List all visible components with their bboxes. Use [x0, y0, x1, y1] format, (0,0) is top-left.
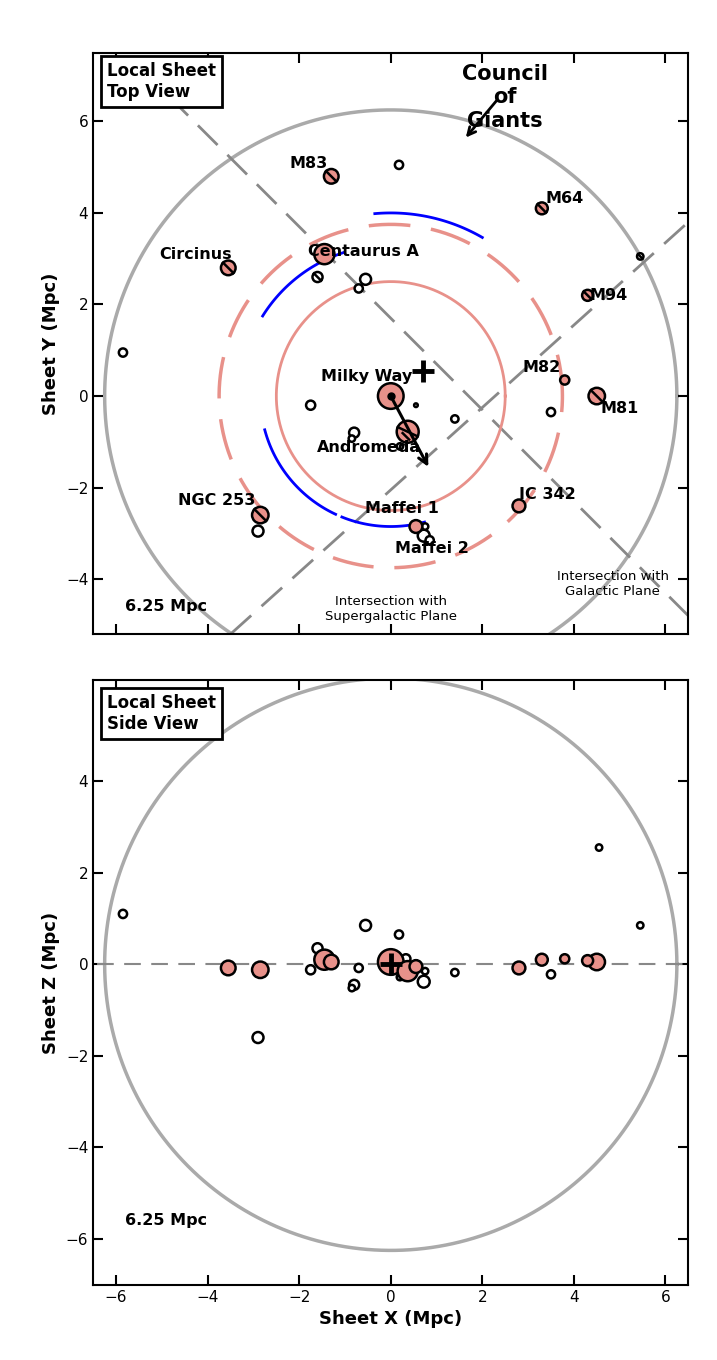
- Circle shape: [252, 962, 269, 978]
- Text: Maffei 2: Maffei 2: [395, 541, 469, 556]
- Circle shape: [306, 401, 315, 409]
- Circle shape: [414, 960, 418, 964]
- Circle shape: [513, 962, 526, 974]
- Circle shape: [547, 408, 555, 416]
- X-axis label: Sheet X (Mpc): Sheet X (Mpc): [319, 1310, 462, 1329]
- Text: M82: M82: [523, 359, 561, 375]
- Circle shape: [536, 203, 548, 215]
- Circle shape: [349, 427, 359, 438]
- Circle shape: [313, 944, 323, 953]
- Circle shape: [536, 953, 548, 966]
- Circle shape: [637, 922, 643, 929]
- Circle shape: [252, 1032, 264, 1043]
- Text: Local Sheet
Side View: Local Sheet Side View: [107, 694, 216, 733]
- Circle shape: [324, 169, 338, 184]
- Text: M81: M81: [601, 401, 639, 416]
- Circle shape: [252, 507, 269, 524]
- Circle shape: [637, 253, 643, 260]
- Circle shape: [397, 443, 403, 450]
- Text: 6.25 Mpc: 6.25 Mpc: [125, 1213, 207, 1228]
- Circle shape: [360, 919, 371, 930]
- Circle shape: [426, 536, 434, 544]
- Circle shape: [313, 272, 323, 282]
- Circle shape: [402, 955, 410, 963]
- Circle shape: [378, 384, 404, 409]
- Circle shape: [409, 520, 422, 533]
- Circle shape: [451, 415, 458, 423]
- Circle shape: [324, 955, 338, 970]
- Y-axis label: Sheet Y (Mpc): Sheet Y (Mpc): [42, 272, 60, 415]
- Text: Centaurus A: Centaurus A: [308, 245, 419, 260]
- Circle shape: [252, 525, 264, 537]
- Circle shape: [422, 968, 428, 974]
- Circle shape: [513, 499, 526, 513]
- Circle shape: [402, 431, 410, 441]
- Circle shape: [451, 968, 458, 976]
- Circle shape: [306, 966, 315, 974]
- Text: NGC 253: NGC 253: [178, 492, 255, 507]
- Y-axis label: Sheet Z (Mpc): Sheet Z (Mpc): [42, 911, 60, 1054]
- Circle shape: [348, 435, 355, 442]
- Circle shape: [418, 975, 429, 987]
- Circle shape: [418, 529, 429, 541]
- Text: M94: M94: [589, 288, 627, 303]
- Text: Maffei 1: Maffei 1: [365, 500, 439, 515]
- Circle shape: [348, 985, 355, 991]
- Circle shape: [314, 243, 334, 264]
- Text: M83: M83: [289, 156, 328, 171]
- Circle shape: [119, 348, 127, 356]
- Circle shape: [589, 388, 605, 404]
- Text: IC 342: IC 342: [519, 487, 576, 502]
- Text: 6.25 Mpc: 6.25 Mpc: [125, 600, 207, 615]
- Circle shape: [221, 261, 236, 275]
- Circle shape: [560, 955, 569, 963]
- Circle shape: [355, 284, 363, 292]
- Circle shape: [547, 970, 555, 978]
- Circle shape: [378, 949, 404, 975]
- Circle shape: [349, 979, 359, 990]
- Text: M64: M64: [546, 190, 584, 205]
- Circle shape: [560, 375, 569, 385]
- Text: Council
of
Giants: Council of Giants: [462, 64, 549, 131]
- Circle shape: [119, 910, 127, 918]
- Circle shape: [409, 960, 422, 972]
- Text: Milky Way: Milky Way: [321, 370, 412, 385]
- Circle shape: [395, 930, 403, 938]
- Circle shape: [395, 160, 403, 169]
- Text: Circinus: Circinus: [159, 246, 232, 261]
- Text: Intersection with
Galactic Plane: Intersection with Galactic Plane: [557, 570, 669, 598]
- Circle shape: [360, 273, 371, 284]
- Text: Intersection with
Supergalactic Plane: Intersection with Supergalactic Plane: [325, 594, 457, 623]
- Circle shape: [221, 960, 236, 975]
- Text: Local Sheet
Top View: Local Sheet Top View: [107, 61, 216, 101]
- Circle shape: [589, 953, 605, 970]
- Circle shape: [596, 845, 602, 851]
- Circle shape: [355, 964, 363, 972]
- Circle shape: [422, 524, 428, 529]
- Circle shape: [397, 420, 419, 443]
- Circle shape: [582, 290, 593, 301]
- Circle shape: [582, 955, 593, 966]
- Text: Andromeda: Andromeda: [317, 441, 421, 456]
- Circle shape: [397, 974, 403, 981]
- Circle shape: [398, 962, 418, 981]
- Circle shape: [314, 949, 334, 970]
- Circle shape: [414, 404, 418, 407]
